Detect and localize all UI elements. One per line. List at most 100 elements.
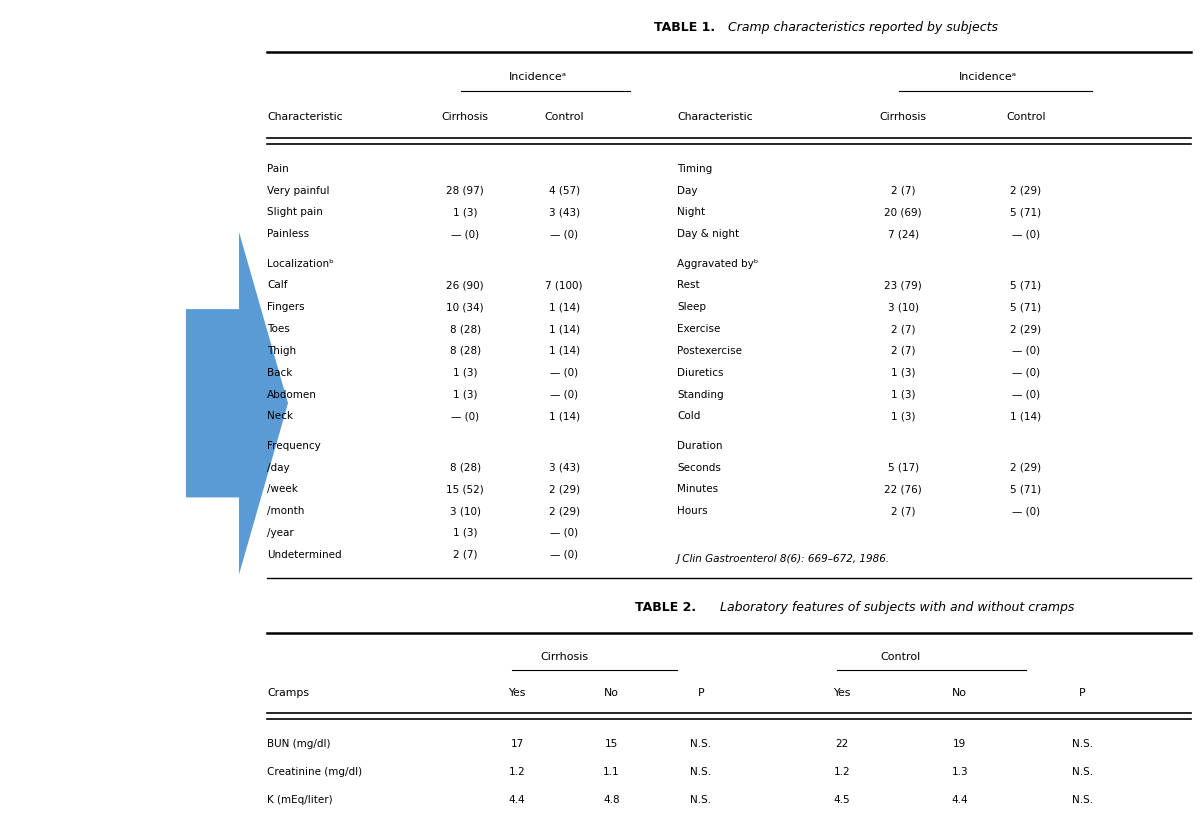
- Text: 1 (3): 1 (3): [452, 528, 478, 538]
- Text: 1 (14): 1 (14): [548, 412, 580, 421]
- Text: 3 (10): 3 (10): [450, 506, 481, 516]
- Text: Pain: Pain: [268, 164, 289, 174]
- Text: 1.1: 1.1: [602, 767, 619, 777]
- Text: Day: Day: [677, 186, 697, 196]
- Text: 8 (28): 8 (28): [450, 346, 481, 356]
- Text: — (0): — (0): [451, 412, 479, 421]
- Text: /month: /month: [268, 506, 305, 516]
- Text: — (0): — (0): [550, 528, 578, 538]
- Text: Laboratory features of subjects with and without cramps: Laboratory features of subjects with and…: [712, 602, 1074, 614]
- Text: 2 (7): 2 (7): [892, 506, 916, 516]
- Text: Sleep: Sleep: [677, 302, 706, 312]
- Text: 1 (14): 1 (14): [548, 346, 580, 356]
- Text: 4.4: 4.4: [509, 795, 526, 805]
- Text: 3 (10): 3 (10): [888, 302, 919, 312]
- Text: 4.4: 4.4: [952, 795, 968, 805]
- Text: 4.8: 4.8: [602, 795, 619, 805]
- Text: 1 (3): 1 (3): [452, 207, 478, 217]
- Text: 3 (43): 3 (43): [548, 463, 580, 472]
- Text: 1 (14): 1 (14): [548, 324, 580, 334]
- Text: 5 (71): 5 (71): [1010, 485, 1042, 495]
- Text: 1.2: 1.2: [834, 767, 851, 777]
- Text: Characteristic: Characteristic: [268, 112, 343, 122]
- Text: Cramps: Cramps: [268, 689, 310, 699]
- Text: 2 (29): 2 (29): [548, 485, 580, 495]
- Text: Creatinine (mg/dl): Creatinine (mg/dl): [268, 767, 362, 777]
- Text: 22 (76): 22 (76): [884, 485, 922, 495]
- Text: /day: /day: [268, 463, 290, 472]
- Text: 5 (17): 5 (17): [888, 463, 919, 472]
- Text: 2 (29): 2 (29): [548, 506, 580, 516]
- Text: Mainly @ night
Mainly @ Calf
Just more common
and worse in
cirrhosis

NOTE:
Elec: Mainly @ night Mainly @ Calf Just more c…: [42, 458, 180, 662]
- Text: Diuretics: Diuretics: [677, 368, 724, 378]
- Text: Incidenceᵃ: Incidenceᵃ: [509, 72, 568, 82]
- Text: BUN (mg/dl): BUN (mg/dl): [268, 739, 331, 749]
- Text: Hours: Hours: [677, 506, 708, 516]
- Text: N.S.: N.S.: [1072, 739, 1093, 749]
- Text: 2 (7): 2 (7): [892, 324, 916, 334]
- Text: Cirrhosis: Cirrhosis: [442, 112, 488, 122]
- Text: Night: Night: [677, 207, 706, 217]
- Text: 22: 22: [835, 739, 848, 749]
- Text: Exercise: Exercise: [677, 324, 720, 334]
- Text: Characteristic: Characteristic: [677, 112, 752, 122]
- Text: P: P: [1079, 689, 1086, 699]
- Text: Seconds: Seconds: [677, 463, 721, 472]
- Text: 3 (43): 3 (43): [548, 207, 580, 217]
- Text: Minutes: Minutes: [677, 485, 719, 495]
- Text: Timing: Timing: [677, 164, 713, 174]
- Text: Neck: Neck: [268, 412, 294, 421]
- Text: 17: 17: [510, 739, 523, 749]
- Text: Slight pain: Slight pain: [268, 207, 323, 217]
- Text: — (0): — (0): [1012, 368, 1039, 378]
- Text: Undetermined: Undetermined: [268, 550, 342, 560]
- Text: 7 (24): 7 (24): [888, 230, 919, 239]
- Text: Control: Control: [1006, 112, 1045, 122]
- Text: 2 (7): 2 (7): [892, 186, 916, 196]
- Text: 2 (7): 2 (7): [452, 550, 478, 560]
- Polygon shape: [186, 232, 288, 574]
- Text: 15: 15: [605, 739, 618, 749]
- Text: 5 (71): 5 (71): [1010, 281, 1042, 291]
- Text: — (0): — (0): [1012, 346, 1039, 356]
- Text: Very painful: Very painful: [268, 186, 330, 196]
- Text: Control: Control: [881, 653, 922, 663]
- Text: Postexercise: Postexercise: [677, 346, 742, 356]
- Text: — (0): — (0): [550, 230, 578, 239]
- Text: N.S.: N.S.: [690, 767, 712, 777]
- Text: 1 (3): 1 (3): [892, 368, 916, 378]
- Text: TABLE 1.: TABLE 1.: [654, 21, 715, 34]
- Text: Yes: Yes: [833, 689, 851, 699]
- Text: — (0): — (0): [550, 389, 578, 399]
- Text: — (0): — (0): [1012, 389, 1039, 399]
- Text: Standing: Standing: [677, 389, 724, 399]
- Text: Thigh: Thigh: [268, 346, 296, 356]
- Text: Frequency: Frequency: [268, 441, 322, 451]
- Text: Day & night: Day & night: [677, 230, 739, 239]
- Text: Cirrhosis: Cirrhosis: [880, 112, 926, 122]
- Text: 1 (3): 1 (3): [452, 389, 478, 399]
- Text: No: No: [604, 689, 619, 699]
- Text: K (mEq/liter): K (mEq/liter): [268, 795, 334, 805]
- Text: 2 (7): 2 (7): [892, 346, 916, 356]
- Text: Cirrhosis: Cirrhosis: [540, 653, 588, 663]
- Text: — (0): — (0): [1012, 230, 1039, 239]
- Text: 5 (71): 5 (71): [1010, 302, 1042, 312]
- Text: — (0): — (0): [550, 368, 578, 378]
- Text: 2 (29): 2 (29): [1010, 186, 1042, 196]
- Text: 1 (3): 1 (3): [892, 389, 916, 399]
- Text: First
described as a
‘complication
of cirrhosis’ in
1986: First described as a ‘complication of ci…: [40, 174, 182, 286]
- Text: 5 (71): 5 (71): [1010, 207, 1042, 217]
- Text: Abdomen: Abdomen: [268, 389, 317, 399]
- Text: Control: Control: [545, 112, 584, 122]
- Text: 8 (28): 8 (28): [450, 463, 481, 472]
- Text: Yes: Yes: [509, 689, 526, 699]
- Text: Calf: Calf: [268, 281, 288, 291]
- Text: 1 (3): 1 (3): [892, 412, 916, 421]
- Text: 1 (14): 1 (14): [548, 302, 580, 312]
- Text: No: No: [953, 689, 967, 699]
- Text: Localizationᵇ: Localizationᵇ: [268, 258, 334, 268]
- Text: — (0): — (0): [451, 230, 479, 239]
- Text: /week: /week: [268, 485, 299, 495]
- Text: 15 (52): 15 (52): [446, 485, 484, 495]
